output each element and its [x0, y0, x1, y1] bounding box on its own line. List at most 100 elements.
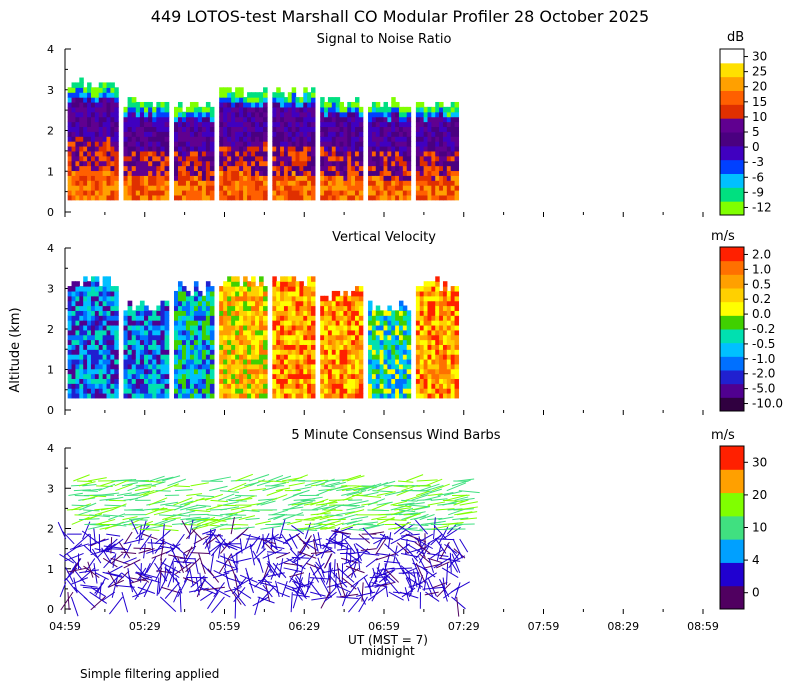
snr-cell: [307, 136, 312, 142]
velocity-cell: [331, 363, 337, 370]
wind-barb: [200, 591, 214, 601]
snr-cell: [427, 160, 432, 167]
velocity-cell: [371, 349, 377, 355]
snr-cell: [83, 150, 88, 157]
velocity-cell: [402, 392, 408, 399]
snr-cell: [299, 106, 304, 113]
snr-cell: [114, 165, 119, 172]
velocity-cell: [454, 339, 460, 345]
velocity-cell: [419, 334, 425, 341]
velocity-cell: [454, 378, 460, 384]
velocity-cell: [391, 315, 396, 321]
snr-cell: [152, 121, 157, 128]
snr-cell: [156, 141, 162, 147]
velocity-cell: [320, 320, 325, 326]
velocity-cell: [379, 334, 385, 341]
velocity-cell: [419, 373, 425, 380]
colorbar-swatch: [720, 356, 744, 371]
snr-cell: [185, 126, 191, 132]
snr-cell: [79, 121, 84, 128]
snr-cell: [259, 121, 264, 128]
snr-cell: [347, 116, 352, 123]
velocity-cell: [427, 373, 432, 380]
velocity-cell: [391, 373, 396, 380]
velocity-cell: [327, 383, 333, 389]
velocity-cell: [227, 363, 232, 370]
velocity-cell: [185, 378, 191, 384]
snr-cell: [181, 111, 187, 118]
snr-cell: [439, 175, 444, 181]
wind-barb: [90, 586, 107, 598]
velocity-cell: [259, 320, 264, 326]
velocity-cell: [320, 373, 325, 380]
snr-cell: [391, 116, 396, 123]
velocity-cell: [189, 334, 195, 341]
velocity-cell: [358, 329, 364, 336]
snr-cell: [205, 155, 211, 162]
snr-cell: [446, 145, 452, 152]
wind-barb: [158, 514, 176, 517]
snr-cell: [251, 141, 256, 147]
velocity-cell: [406, 388, 412, 394]
snr-cell: [391, 101, 396, 108]
snr-cell: [383, 141, 388, 147]
velocity-cell: [75, 281, 80, 287]
velocity-cell: [375, 354, 381, 360]
snr-cell: [205, 150, 211, 157]
velocity-cell: [343, 363, 348, 370]
velocity-cell: [98, 329, 104, 336]
wind-barb: [87, 524, 105, 530]
snr-cell: [223, 101, 228, 108]
velocity-cell: [327, 344, 333, 350]
velocity-cell: [343, 392, 348, 399]
wind-barb: [338, 568, 355, 583]
snr-cell: [415, 106, 421, 113]
velocity-cell: [231, 334, 236, 341]
velocity-cell: [235, 320, 240, 326]
velocity-cell: [406, 368, 412, 375]
snr-cell: [287, 185, 293, 191]
velocity-cell: [193, 383, 199, 389]
snr-cell: [291, 126, 297, 132]
velocity-cell: [280, 344, 285, 350]
snr-cell: [419, 175, 425, 181]
snr-cell: [127, 175, 133, 181]
velocity-cell: [287, 354, 293, 360]
velocity-cell: [181, 349, 187, 355]
snr-cell: [247, 194, 252, 201]
velocity-cell: [67, 358, 73, 365]
velocity-cell: [383, 349, 388, 355]
wind-barb: [406, 576, 423, 588]
wind-barb: [233, 591, 246, 607]
velocity-cell: [181, 339, 187, 345]
velocity-cell: [102, 373, 108, 380]
snr-cell: [303, 165, 308, 172]
snr-cell: [255, 126, 260, 132]
velocity-cell: [339, 378, 344, 384]
snr-cell: [379, 189, 385, 196]
snr-cell: [324, 141, 329, 147]
snr-cell: [311, 189, 316, 196]
velocity-cell: [446, 324, 452, 331]
velocity-cell: [358, 358, 364, 365]
wind-barb: [395, 557, 405, 574]
wind-barb: [388, 519, 407, 521]
snr-cell: [67, 126, 73, 132]
wind-barb: [230, 516, 235, 535]
velocity-cell: [227, 334, 232, 341]
wind-barb: [95, 572, 109, 581]
velocity-cell: [391, 354, 396, 360]
snr-cell: [251, 160, 256, 167]
snr-cell: [185, 189, 191, 196]
snr-cell: [83, 92, 88, 98]
snr-cell: [398, 170, 404, 176]
wind-barb: [325, 479, 347, 482]
velocity-cell: [339, 358, 344, 365]
snr-cell: [358, 116, 364, 123]
snr-cell: [83, 131, 88, 137]
velocity-cell: [299, 324, 304, 331]
wind-barb: [260, 500, 276, 506]
velocity-cell: [295, 378, 301, 384]
snr-cell: [71, 92, 77, 98]
snr-cell: [110, 97, 115, 103]
